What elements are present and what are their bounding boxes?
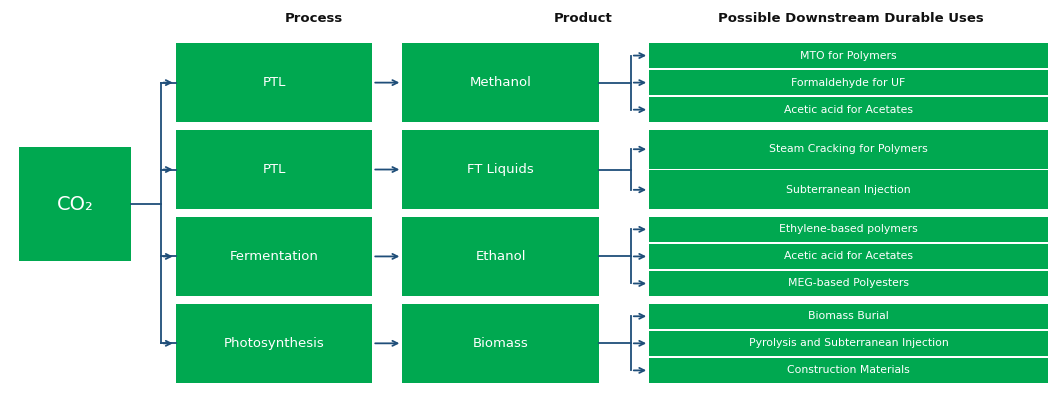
Text: Acetic acid for Acetates: Acetic acid for Acetates (784, 105, 913, 115)
Text: Methanol: Methanol (469, 76, 532, 89)
Bar (649, 97, 1048, 122)
Text: Possible Downstream Durable Uses: Possible Downstream Durable Uses (718, 12, 984, 25)
Text: Photosynthesis: Photosynthesis (223, 337, 325, 350)
Text: FT Liquids: FT Liquids (467, 163, 534, 176)
Text: Formaldehyde for UF: Formaldehyde for UF (792, 78, 905, 88)
Bar (176, 130, 372, 209)
Bar (176, 217, 372, 296)
Bar (19, 147, 131, 261)
Text: MEG-based Polyesters: MEG-based Polyesters (788, 279, 909, 288)
Bar (649, 244, 1048, 269)
Text: Process: Process (285, 12, 343, 25)
Bar (176, 304, 372, 383)
Text: Subterranean Injection: Subterranean Injection (786, 185, 911, 195)
Bar (402, 130, 599, 209)
Text: Ethylene-based polymers: Ethylene-based polymers (779, 224, 918, 234)
Text: Steam Cracking for Polymers: Steam Cracking for Polymers (769, 144, 928, 154)
Text: Construction Materials: Construction Materials (787, 366, 910, 375)
Bar (649, 171, 1048, 209)
Text: Biomass: Biomass (472, 337, 529, 350)
Bar (402, 304, 599, 383)
Text: Ethanol: Ethanol (476, 250, 526, 263)
Bar (649, 217, 1048, 242)
Bar (649, 358, 1048, 383)
Text: Product: Product (553, 12, 613, 25)
Text: Acetic acid for Acetates: Acetic acid for Acetates (784, 251, 913, 262)
Text: Fermentation: Fermentation (230, 250, 318, 263)
Bar (649, 330, 1048, 356)
Bar (402, 217, 599, 296)
Text: Biomass Burial: Biomass Burial (809, 311, 888, 321)
Bar (649, 130, 1048, 169)
Bar (649, 304, 1048, 329)
Bar (402, 43, 599, 122)
Text: CO₂: CO₂ (56, 195, 94, 213)
Text: MTO for Polymers: MTO for Polymers (800, 51, 897, 60)
Bar (649, 70, 1048, 95)
Text: PTL: PTL (263, 76, 285, 89)
Text: PTL: PTL (263, 163, 285, 176)
Bar (176, 43, 372, 122)
Bar (649, 43, 1048, 68)
Bar (649, 271, 1048, 296)
Text: Pyrolysis and Subterranean Injection: Pyrolysis and Subterranean Injection (749, 338, 948, 348)
